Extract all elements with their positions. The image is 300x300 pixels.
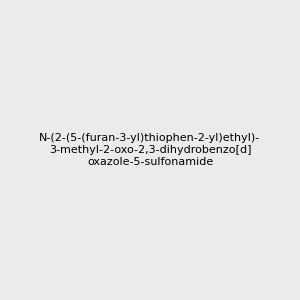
Text: N-(2-(5-(furan-3-yl)thiophen-2-yl)ethyl)-
3-methyl-2-oxo-2,3-dihydrobenzo[d]
oxa: N-(2-(5-(furan-3-yl)thiophen-2-yl)ethyl)…: [39, 134, 261, 166]
